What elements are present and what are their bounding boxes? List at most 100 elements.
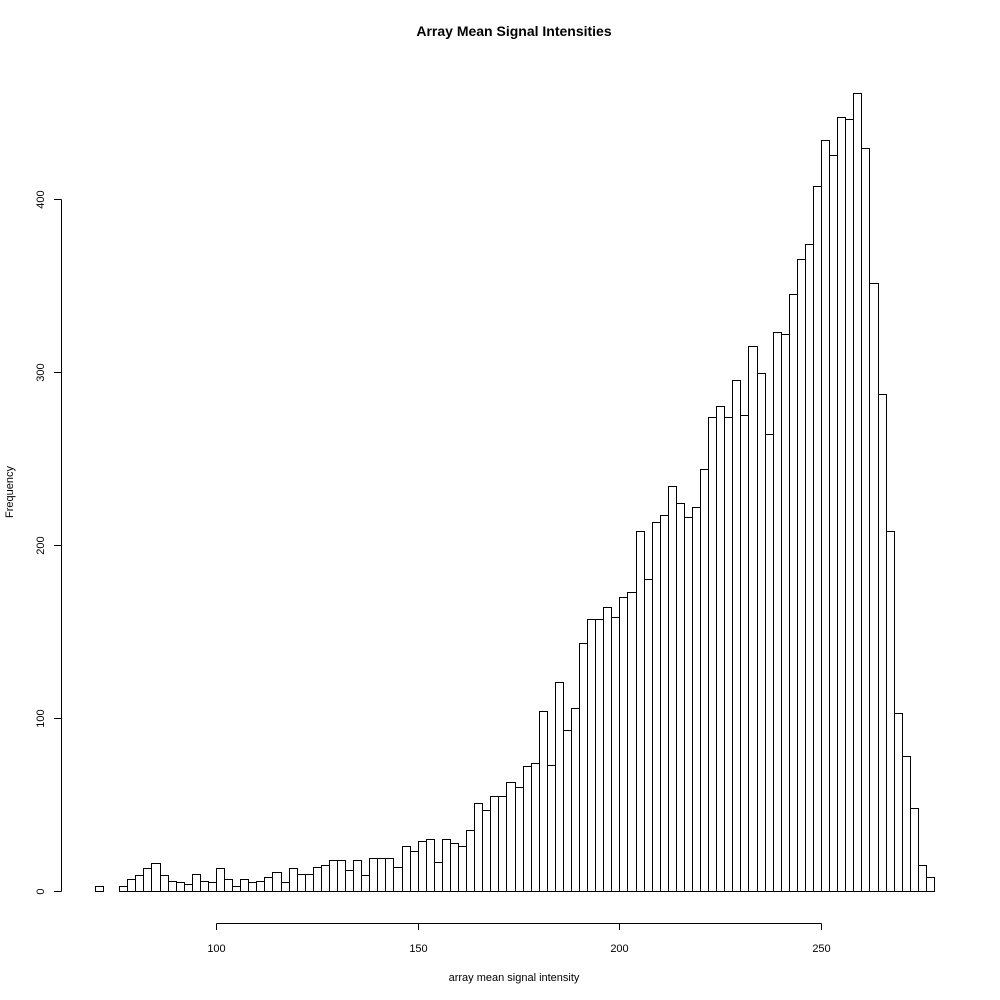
histogram-bar [740, 415, 749, 892]
histogram-bar [668, 486, 677, 892]
histogram-bar [184, 884, 193, 892]
histogram-bar [757, 373, 766, 892]
histogram-bar [926, 877, 935, 892]
histogram-bar [523, 766, 532, 892]
histogram-bar [442, 839, 451, 892]
histogram-bar [837, 117, 846, 892]
histogram-bar [208, 882, 217, 892]
histogram-bar [918, 865, 927, 892]
y-tick-label: 200 [35, 536, 47, 554]
histogram-bar [910, 808, 919, 892]
histogram-bar [547, 765, 556, 892]
y-tick-label: 300 [35, 363, 47, 381]
histogram-bar [329, 860, 338, 892]
histogram-bar [869, 283, 879, 892]
histogram-bar [781, 334, 790, 892]
histogram-bar [506, 782, 516, 892]
histogram-bar [498, 796, 507, 892]
histogram-bar [385, 858, 394, 892]
histogram-bar [434, 862, 443, 892]
x-axis: 100 150 200 250 [207, 923, 831, 955]
histogram-bar [789, 294, 798, 892]
histogram-bar [95, 886, 104, 892]
histogram-bar [571, 708, 580, 892]
histogram-bar [272, 872, 282, 892]
histogram-bar [652, 522, 661, 892]
histogram-bar [603, 607, 612, 892]
y-tick-label: 100 [35, 709, 47, 727]
histogram-bar [853, 93, 862, 892]
histogram-bar [216, 868, 225, 892]
histogram-bar [135, 875, 144, 892]
histogram-bar [894, 713, 903, 892]
histogram-bar [636, 531, 645, 892]
histogram-bar [281, 882, 290, 892]
histogram-bar [200, 881, 209, 892]
histogram-bar [418, 841, 427, 892]
histogram-bar [143, 868, 152, 892]
histogram-bar [393, 867, 403, 892]
histogram-bar [692, 507, 701, 892]
histogram-bar [563, 730, 572, 892]
histogram-bar [345, 870, 354, 892]
histogram-bar [402, 846, 411, 892]
y-axis: 0 100 200 300 400 [35, 190, 62, 895]
histogram-bar [861, 148, 870, 892]
histogram-bar [845, 119, 854, 892]
histogram-bar [264, 877, 273, 892]
histogram-bar [797, 259, 806, 892]
histogram-bar [369, 858, 378, 892]
histogram-bar [660, 515, 669, 892]
x-tick-label: 100 [207, 943, 225, 955]
histogram-bar [821, 140, 830, 892]
histogram-bar [458, 846, 467, 892]
histogram-bar [708, 417, 717, 892]
histogram-bar [232, 886, 241, 892]
histogram-bar [474, 803, 483, 892]
histogram-bar [700, 469, 709, 892]
histogram-bar [119, 886, 128, 892]
y-tick-label: 400 [35, 190, 47, 208]
histogram-bar [539, 711, 548, 892]
histogram-bar [765, 434, 774, 892]
histogram-bar [579, 643, 588, 892]
histogram-bar [151, 863, 161, 892]
histogram-bar [813, 186, 822, 892]
histogram-bar [531, 763, 540, 892]
histogram-bars [95, 93, 935, 892]
histogram-bar [732, 380, 741, 892]
histogram-bar [902, 756, 911, 892]
histogram-bar [176, 882, 185, 892]
histogram-bar [240, 879, 249, 892]
histogram-bar [127, 879, 136, 892]
histogram-bar [886, 531, 895, 892]
histogram-bar [555, 682, 564, 892]
x-tick-label: 200 [610, 943, 628, 955]
histogram-bar [410, 851, 419, 892]
histogram-bar [684, 517, 693, 892]
histogram-bar [595, 619, 604, 892]
x-axis-label: array mean signal intensity [449, 972, 580, 984]
histogram-bar [337, 860, 346, 892]
x-tick-label: 250 [812, 943, 830, 955]
histogram-bar [192, 874, 201, 892]
histogram-bar [289, 868, 298, 892]
histogram-bar [716, 406, 725, 892]
histogram-bar [482, 810, 491, 892]
histogram-bar [829, 155, 838, 892]
histogram-bar [748, 346, 758, 892]
histogram-bar [168, 881, 177, 892]
histogram-bar [377, 858, 386, 892]
histogram-bar [515, 787, 524, 892]
histogram-bar [724, 417, 733, 892]
histogram-bar [313, 867, 322, 892]
histogram-bar [361, 875, 370, 892]
histogram-bar [248, 882, 257, 892]
histogram-bar [297, 874, 306, 892]
histogram-bar [256, 881, 265, 892]
y-tick-label: 0 [35, 888, 47, 894]
histogram-bar [160, 875, 169, 892]
y-axis-label: Frequency [4, 466, 16, 518]
histogram-bar [321, 865, 330, 892]
